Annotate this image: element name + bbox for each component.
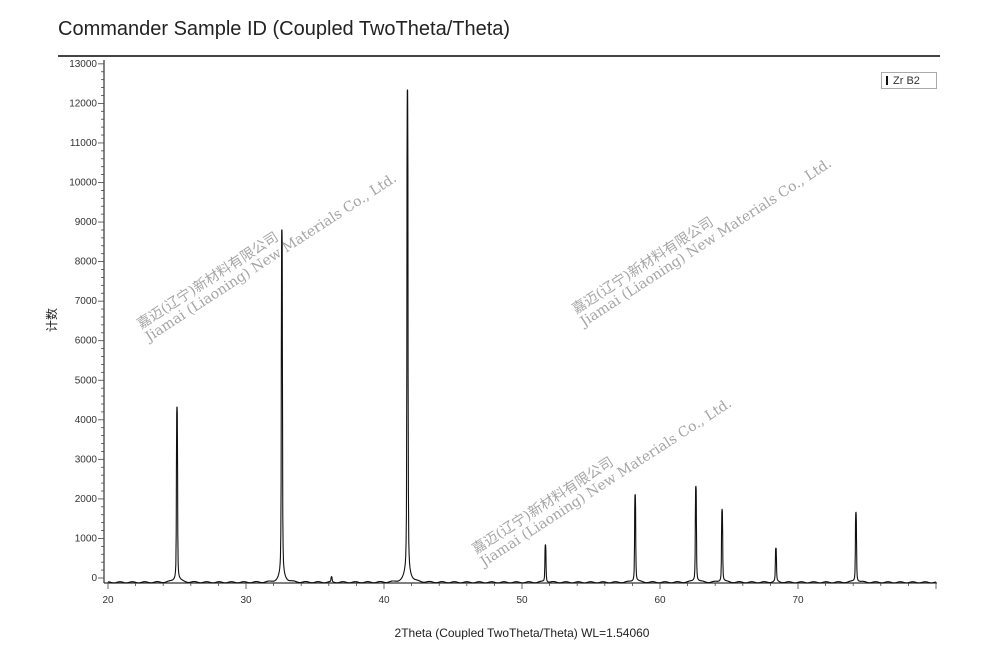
legend-label: Zr B2 bbox=[893, 74, 920, 87]
series-line-zrb2 bbox=[107, 89, 937, 584]
y-tick-label: 11000 bbox=[70, 138, 98, 149]
y-tick-label: 1000 bbox=[75, 533, 98, 544]
y-axis-label: 计数 bbox=[44, 308, 59, 332]
y-tick-label: 12000 bbox=[69, 98, 97, 109]
x-axis-label: 2Theta (Coupled TwoTheta/Theta) WL=1.540… bbox=[395, 626, 650, 640]
x-tick-label: 40 bbox=[378, 595, 390, 606]
y-tick-label: 5000 bbox=[75, 375, 98, 386]
y-tick-label: 2000 bbox=[75, 494, 98, 505]
y-ticks: 0 1000 2000 3000 4000 5000 6000 7000 8000 9000 100… bbox=[69, 59, 104, 584]
y-tick-label: 3000 bbox=[75, 454, 98, 465]
y-tick-label: 4000 bbox=[75, 415, 98, 426]
x-tick-label: 70 bbox=[792, 595, 804, 606]
y-tick-label: 9000 bbox=[75, 217, 98, 228]
x-tick-label: 20 bbox=[102, 595, 114, 606]
x-tick-label: 50 bbox=[516, 595, 528, 606]
y-tick-label: 10000 bbox=[69, 178, 97, 189]
y-tick-label: 13000 bbox=[69, 59, 97, 70]
legend-swatch bbox=[886, 76, 888, 85]
legend: Zr B2 bbox=[881, 72, 937, 89]
y-tick-label: 6000 bbox=[75, 336, 98, 347]
axes bbox=[103, 60, 937, 584]
chart-title: Commander Sample ID (Coupled TwoTheta/Th… bbox=[58, 18, 511, 40]
x-ticks: 20 30 40 50 60 70 bbox=[102, 583, 937, 606]
x-tick-label: 60 bbox=[654, 595, 666, 606]
title-divider bbox=[58, 55, 940, 57]
y-tick-label: 0 bbox=[91, 573, 97, 584]
y-tick-label: 7000 bbox=[75, 296, 98, 307]
x-tick-label: 30 bbox=[240, 595, 252, 606]
y-tick-label: 8000 bbox=[75, 257, 98, 268]
